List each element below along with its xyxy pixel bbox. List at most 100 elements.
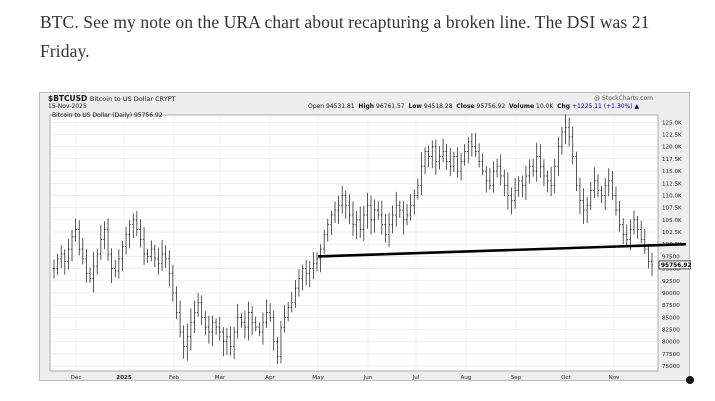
- support-trendline: [317, 242, 687, 258]
- price-bar: [366, 192, 369, 229]
- y-tick-label: 102.5K: [662, 230, 682, 236]
- price-bar: [344, 190, 347, 219]
- price-bar: [539, 144, 542, 178]
- price-bar: [304, 259, 308, 286]
- last-price-box: [658, 260, 691, 270]
- price-bar: [639, 220, 643, 244]
- price-bar: [618, 201, 621, 232]
- x-tick-label: Dec: [71, 375, 82, 381]
- price-bar: [319, 244, 322, 273]
- price-bar: [186, 323, 189, 361]
- price-bar: [560, 126, 564, 155]
- y-tick-label: 90000: [662, 291, 680, 297]
- price-bar: [315, 252, 319, 272]
- price-bar: [67, 238, 70, 270]
- price-bar: [337, 195, 340, 224]
- price-bar: [211, 315, 214, 347]
- y-tick-label: 105.0K: [662, 218, 682, 224]
- price-bar: [330, 210, 333, 236]
- x-tick-label: Oct: [561, 375, 571, 381]
- price-bar: [510, 187, 513, 215]
- price-bar: [373, 199, 376, 233]
- price-bar: [607, 168, 610, 197]
- price-bar: [56, 253, 59, 276]
- price-bar: [160, 239, 164, 272]
- price-bar: [542, 159, 546, 187]
- price-bar: [214, 318, 218, 335]
- price-bar: [585, 196, 589, 224]
- price-bar: [441, 138, 445, 163]
- article-paragraph: BTC. See my note on the URA chart about …: [40, 12, 650, 61]
- price-bar: [603, 178, 607, 210]
- price-bar: [175, 286, 178, 319]
- y-tick-label: 77500: [662, 352, 680, 358]
- y-tick-label: 122.5K: [662, 133, 682, 139]
- x-tick-label: Aug: [461, 375, 472, 381]
- price-bar: [416, 178, 420, 200]
- price-bar: [452, 151, 456, 172]
- price-bar: [499, 154, 502, 186]
- price-bar: [387, 212, 391, 247]
- price-bar: [243, 310, 247, 339]
- price-bar: [369, 195, 373, 235]
- x-tick-label: Jul: [412, 375, 420, 381]
- price-bar: [567, 117, 571, 147]
- price-bar: [409, 194, 412, 221]
- price-bar: [189, 308, 193, 350]
- price-bar: [60, 245, 63, 269]
- price-bar: [456, 147, 459, 178]
- price-bar: [200, 295, 203, 326]
- price-bar: [150, 240, 153, 262]
- price-bar: [377, 201, 380, 220]
- price-bar: [204, 311, 207, 336]
- price-bar: [301, 264, 304, 291]
- price-bar: [477, 143, 481, 168]
- price-bar: [207, 315, 211, 344]
- price-bar: [236, 303, 239, 339]
- price-bar: [470, 133, 474, 157]
- price-bar: [438, 146, 441, 170]
- price-bar: [229, 326, 232, 356]
- price-bar: [506, 172, 510, 210]
- price-bar: [614, 186, 618, 216]
- price-bar: [128, 219, 131, 249]
- price-bar: [340, 185, 344, 214]
- price-bar: [398, 200, 402, 218]
- y-tick-label: 107.5K: [662, 206, 682, 212]
- price-bar: [106, 218, 110, 261]
- price-bar: [351, 201, 355, 236]
- price-bar: [114, 259, 117, 278]
- price-bar: [495, 158, 499, 178]
- price-bar: [92, 252, 95, 293]
- price-bar: [272, 310, 275, 351]
- x-tick-label: Feb: [169, 375, 179, 381]
- price-bar: [485, 165, 488, 193]
- price-bar: [254, 316, 257, 332]
- price-bar: [348, 194, 351, 225]
- price-bar: [164, 245, 167, 269]
- price-bar: [449, 147, 452, 177]
- price-bar: [434, 139, 438, 175]
- y-tick-label: 75000: [662, 364, 680, 370]
- price-bar: [513, 178, 517, 209]
- price-bar: [463, 144, 466, 166]
- btc-price-chart: 125.0K 122.5K 120.0K 117.5K 115.0K 112.5K 110.…: [49, 114, 691, 381]
- price-bar: [146, 248, 149, 263]
- price-bar: [333, 201, 337, 223]
- price-bar: [423, 147, 427, 175]
- price-bar: [413, 189, 416, 215]
- price-bar: [222, 327, 225, 357]
- y-tick-label: 95000: [662, 267, 680, 273]
- price-bar: [74, 218, 77, 242]
- ohlc-readout: Open 94531.81 High 96761.57 Low 94518.28…: [308, 103, 640, 110]
- price-bar: [312, 252, 315, 280]
- price-bar: [232, 326, 236, 360]
- price-bar: [135, 210, 139, 237]
- price-bar: [322, 229, 326, 254]
- y-tick-label: 85000: [662, 315, 680, 321]
- price-bar: [632, 210, 636, 235]
- stockcharts-image: 125.0K 122.5K 120.0K 117.5K 115.0K 112.5K 110.…: [39, 92, 691, 381]
- price-bar: [647, 244, 650, 269]
- price-bar: [178, 300, 182, 338]
- price-bar: [78, 220, 81, 256]
